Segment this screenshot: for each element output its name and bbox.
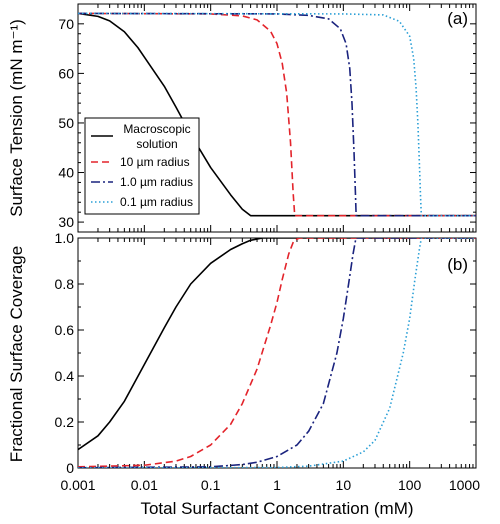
y-tick-label: 1.0 <box>55 230 75 246</box>
panel-b-series <box>78 238 476 468</box>
legend-label-3: 1.0 µm radius <box>120 175 193 189</box>
panel-b-frame <box>77 237 477 469</box>
x-tick-label: 10 <box>336 477 352 493</box>
y-tick-label: 0 <box>66 460 74 476</box>
series-line-1 <box>78 12 476 217</box>
y-tick-label: 60 <box>58 65 74 81</box>
y-tick-label: 0.6 <box>55 322 75 338</box>
x-axis-label: Total Surfactant Concentration (mM) <box>140 499 413 518</box>
series-line-3 <box>78 12 476 217</box>
series-line-3 <box>78 238 476 468</box>
series-line-4 <box>78 238 476 468</box>
y-tick-label: 50 <box>58 115 74 131</box>
y-tick-label: 0.8 <box>55 276 75 292</box>
x-tick-label: 100 <box>398 477 422 493</box>
y-tick-label: 70 <box>58 16 74 32</box>
panel-b-y-ticks: 0 0.2 0.4 0.6 0.8 1.0 <box>55 230 476 476</box>
y-tick-label: 30 <box>58 214 74 230</box>
legend-label-2: 10 µm radius <box>120 155 190 169</box>
legend-box <box>84 117 200 215</box>
panel-b-ylabel: Fractional Surface Coverage <box>7 246 26 462</box>
panel-a-y-ticks: 30 40 50 60 70 <box>58 16 476 230</box>
x-tick-label: 0.1 <box>201 477 221 493</box>
legend-label-1: Macroscopic <box>123 122 190 136</box>
y-tick-label: 40 <box>58 165 74 181</box>
x-tick-label: 0.01 <box>131 477 158 493</box>
panel-a-label: (a) <box>447 9 468 28</box>
panel-a-ylabel: Surface Tension (mN m⁻¹) <box>7 19 26 217</box>
series-line-1 <box>78 238 476 451</box>
panel-a-x-ticks <box>77 4 477 232</box>
x-tick-label: 0.001 <box>60 477 95 493</box>
legend-label-1: solution <box>136 137 177 151</box>
x-tick-label: 1 <box>273 477 281 493</box>
series-line-2 <box>78 238 476 468</box>
panel-b: 0 0.2 0.4 0.6 0.8 1.0 (b) Fractional Surface … <box>7 230 477 476</box>
series-line-4 <box>78 12 476 217</box>
y-tick-label: 0.4 <box>55 368 75 384</box>
panel-b-label: (b) <box>447 255 468 274</box>
panel-b-x-ticks <box>77 238 477 468</box>
y-tick-label: 0.2 <box>55 414 75 430</box>
x-tick-label: 1000 <box>449 477 480 493</box>
legend-label-4: 0.1 µm radius <box>120 195 193 209</box>
panel-a-series <box>78 12 476 217</box>
x-tick-labels: 0.001 0.01 0.1 1 10 100 1000 <box>60 477 480 493</box>
series-line-2 <box>78 12 476 217</box>
